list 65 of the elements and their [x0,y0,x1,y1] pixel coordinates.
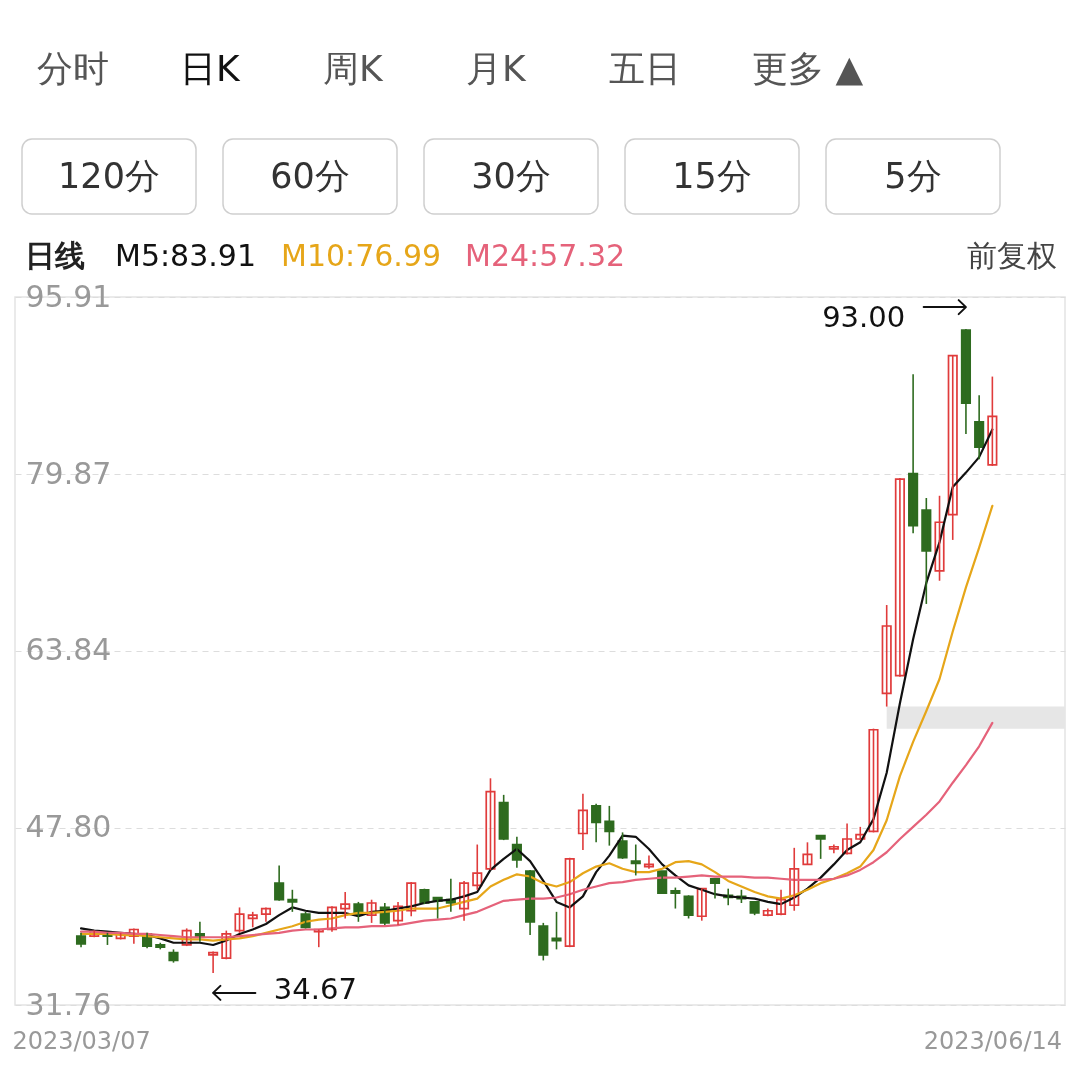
text: 五日 [609,48,681,89]
candlestick [802,841,813,866]
candlestick [366,898,377,924]
y-tick-label: 79.87 [25,455,112,491]
candlestick [538,922,549,962]
candlestick [894,477,905,678]
candlestick [551,911,562,951]
text: M5:83.91 [115,238,256,273]
candlestick [775,888,787,916]
x-tick-label: 2023/06/14 [923,1026,1063,1055]
y-tick-label: 95.91 [25,278,112,314]
text: M10:76.99 [281,238,442,273]
annotation: 93.00 [822,300,906,335]
candlestick [881,604,892,708]
annotation: 34.67 [273,971,357,1006]
chart-title: 日线 [25,238,85,273]
y-tick-label: 63.84 [25,632,112,668]
candlestick [762,907,773,918]
candlestick [789,847,800,912]
text: 日K [180,48,241,89]
candlestick [234,906,245,934]
candlestick [458,880,470,922]
candlestick [313,928,324,948]
text: 分时 [37,48,109,89]
candlestick [340,891,351,920]
text: 5分 [884,156,942,196]
candlestick [934,494,945,582]
candlestick [577,792,588,851]
text: 更多 ▲ [752,48,864,89]
candlestick [657,870,668,894]
candlestick [921,497,932,605]
candlestick [842,822,853,856]
y-tick-label: 31.76 [25,986,112,1022]
candlestick [247,911,258,929]
candlestick [987,375,998,467]
text: 30分 [471,156,551,196]
candlestick [485,777,496,871]
candlestick [643,854,655,870]
text: 周K [323,48,384,89]
candlestick [564,856,575,948]
candlestick [815,834,826,860]
candlestick [260,906,272,923]
text: 月K [466,48,527,89]
y-tick-label: 47.80 [25,809,112,845]
candlestick [326,905,338,933]
candlestick [472,843,483,891]
candlestick [128,927,139,945]
candlestick [855,826,866,841]
candlestick [392,901,404,926]
candlestick [828,843,839,855]
candlestick [406,881,417,918]
text: 前复权 [967,238,1057,273]
candlestick [670,886,681,910]
candlestick [287,888,298,913]
text: 120分 [58,156,160,196]
candlestick [696,887,707,922]
x-tick-label: 2023/03/07 [12,1026,151,1055]
candlestick [617,831,628,860]
text: M24:57.32 [465,238,626,273]
candlestick [947,354,958,541]
candlestick [868,727,879,834]
candlestick [221,929,232,961]
text: 60分 [270,156,350,196]
text: 15分 [672,156,752,196]
candlestick [208,950,219,974]
